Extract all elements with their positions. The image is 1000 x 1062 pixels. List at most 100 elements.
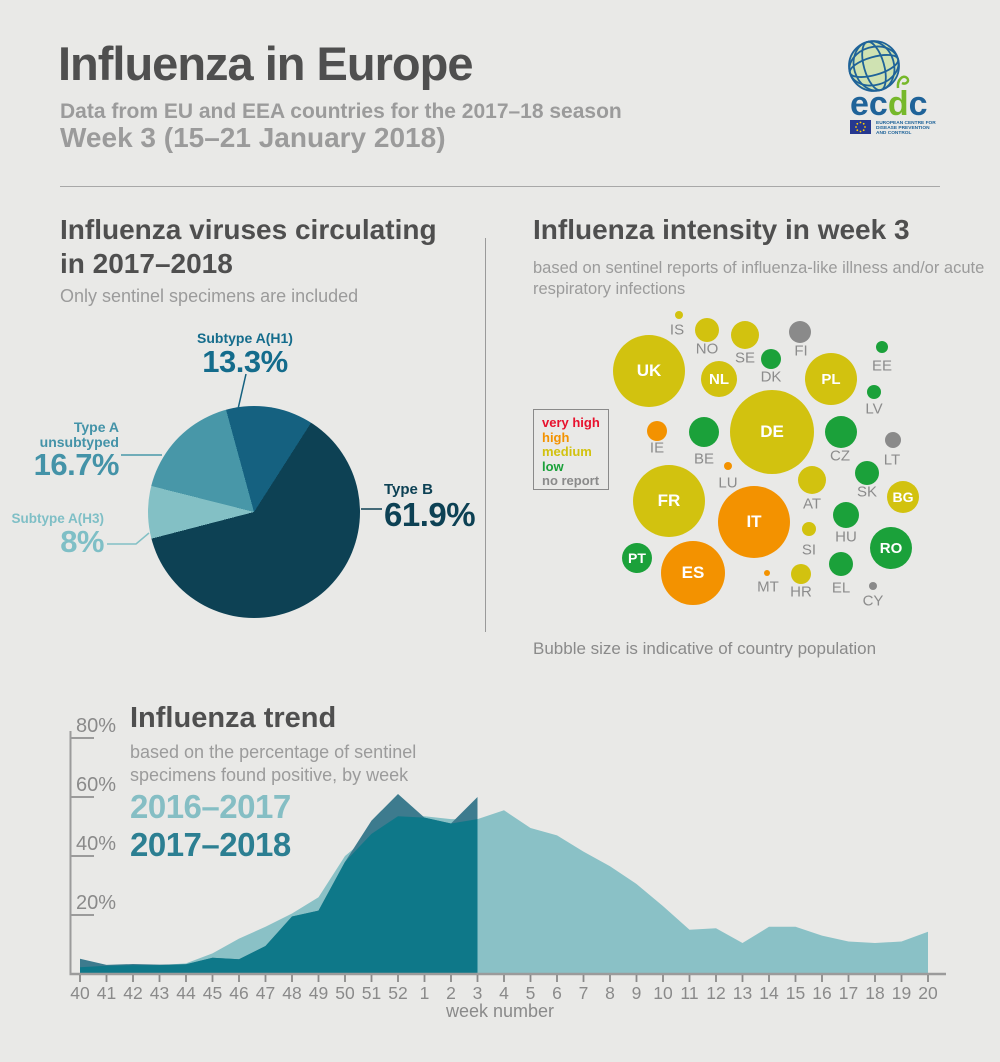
area-2016-2017 [80,810,928,974]
axis-tick-label: 60% [76,774,116,796]
axis-tick-label: 49 [309,983,328,1003]
virus-section-subtitle: Only sentinel specimens are included [60,286,359,306]
country-bubble-fi [789,321,811,343]
country-bubble-no [695,318,719,342]
section-divider [485,238,486,632]
axis-tick-label: 2 [446,983,456,1003]
trend-subtitle: based on the percentage of sentinel spec… [130,742,417,785]
country-label-ee: EE [871,357,893,375]
pie-label-subtype-a-h1: Subtype A(H1) 13.3% [197,330,293,379]
axis-tick-label: 51 [362,983,381,1003]
axis-tick-label: 5 [526,983,536,1003]
legend-item-medium: medium [542,444,592,459]
axis-tick-label: 3 [473,983,483,1003]
trend-area-chart: 20%40%60%80%40 41 42 43 44 45 46 47 48 49 50 51 52 1 2… [69,715,946,1003]
country-label-sk: SK [856,483,878,501]
country-bubble-lu [724,462,732,470]
country-bubble-nl: NL [701,361,737,397]
country-bubble-es: ES [661,541,725,605]
country-label-hu: HU [835,528,857,546]
axis-tick-label: 17 [839,983,858,1003]
trend-legend-2017-2018: 2017–2018 [130,826,291,863]
country-bubble-ee [876,341,888,353]
legend-item-very_high: very high [542,415,600,430]
country-bubble-cz [825,416,857,448]
country-bubble-de: DE [730,390,814,474]
axis-tick-label: 7 [579,983,589,1003]
country-label-se: SE [734,349,756,367]
country-label-no: NO [695,340,719,358]
axis-tick-label: 43 [150,983,169,1003]
axis-tick-label: 15 [786,983,805,1003]
intensity-section-subtitle: based on sentinel reports of influenza-l… [533,259,985,298]
logo-org-line1: EUROPEAN CENTRE FOR [876,120,936,126]
axis-tick-label: 9 [632,983,642,1003]
axis-tick-label: 11 [680,983,698,1003]
country-bubble-cy [869,582,877,590]
country-bubble-bg: BG [887,481,919,513]
eu-flag-stars [855,121,866,133]
axis-tick-label: 47 [256,983,275,1003]
pie-label-subtype-a-h3: Subtype A(H3) 8% [11,511,104,560]
country-bubble-hu [833,502,859,528]
header-divider [60,186,940,187]
country-label-dk: DK [760,368,782,386]
axis-tick-label: 50 [335,983,355,1003]
country-bubble-lt [885,432,901,448]
country-label-lv: LV [865,400,883,418]
axis-tick-label: 80% [76,715,116,737]
pie-chart-virus-types [148,406,360,618]
country-bubble-be [689,417,719,447]
axis-tick-label: 48 [282,983,301,1003]
axis-tick-label: 42 [123,983,142,1003]
country-bubble-si [802,522,816,536]
pie-label-type-b: Type B 61.9% [384,481,476,533]
legend-item-high: high [542,429,570,445]
axis-tick-label: 40 [70,983,90,1003]
country-bubble-ie [647,421,667,441]
trend-title: Influenza trend [130,702,337,734]
country-bubble-is [675,311,683,319]
axis-tick-label: 19 [892,983,911,1003]
axis-tick-label: 12 [706,983,725,1003]
country-label-mt: MT [757,578,779,596]
intensity-section-title: Influenza intensity in week 3 [533,214,910,245]
country-label-is: IS [669,321,685,339]
country-bubble-el [829,552,853,576]
country-bubble-pl: PL [805,353,857,405]
country-bubble-uk: UK [613,335,685,407]
logo-org-line3: AND CONTROL [876,130,912,136]
country-bubble-lv [867,385,881,399]
country-bubble-se [731,321,759,349]
country-label-be: BE [693,450,715,468]
axis-tick-label: 13 [733,983,752,1003]
logo-org-line2: DISEASE PREVENTION [876,125,930,131]
intensity-legend: very high high medium low no report [533,409,609,490]
country-bubble-mt [764,570,770,576]
axis-tick-label: 6 [552,983,562,1003]
page-title: Influenza in Europe [58,37,473,90]
logo-leaf-icon [896,75,910,89]
virus-section-title: Influenza viruses circulating in 2017–20… [60,214,437,279]
country-bubble-sk [855,461,879,485]
axis-tick-label: 45 [203,983,222,1003]
country-label-lu: LU [718,474,738,492]
axis-tick-label: 46 [229,983,248,1003]
axis-tick-label: 14 [759,983,779,1003]
country-bubble-at [798,466,826,494]
country-label-fi: FI [794,342,808,360]
logo-wordmark: ecdc [850,85,928,123]
country-label-si: SI [801,541,817,559]
trend-legend-2016-2017: 2016–2017 [130,788,291,825]
legend-item-no_report: no report [542,473,600,488]
country-bubble-dk [761,349,781,369]
axis-tick-label: 40% [76,833,116,855]
axis-tick-label: 20 [918,983,938,1003]
axis-tick-label: 1 [420,983,430,1003]
axis-tick-label: 20% [76,892,116,914]
country-bubble-pt: PT [622,543,652,573]
country-label-hr: HR [790,583,812,601]
pie-label-type-a-unsubtyped: Type A unsubtyped 16.7% [33,419,120,483]
eu-flag-icon [850,120,871,134]
